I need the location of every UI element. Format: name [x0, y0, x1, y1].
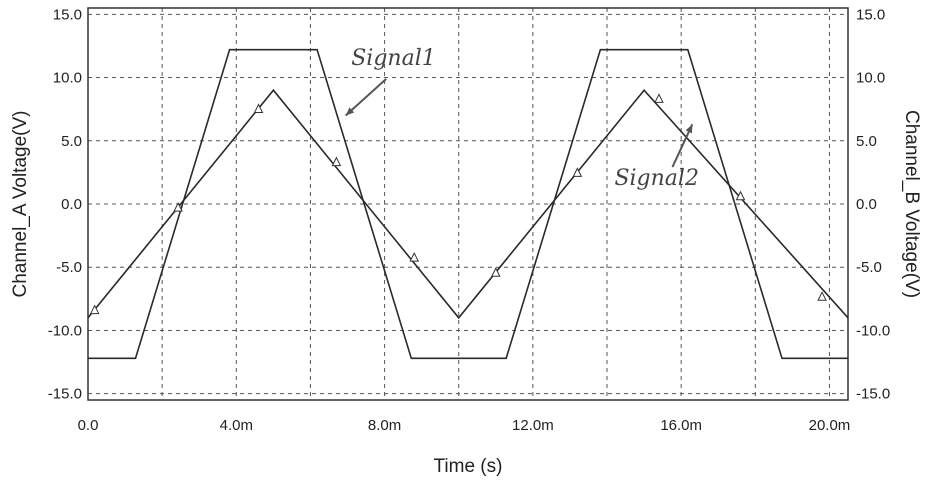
y-axis-title-right: Channel_B Voltage(V) — [901, 110, 922, 298]
y-tick-label-right: 0.0 — [856, 196, 877, 213]
y-tick-label-left: 10.0 — [53, 70, 82, 87]
x-tick-label: 12.0m — [512, 417, 554, 434]
signal-2-marker — [490, 267, 501, 277]
signal-2-marker — [253, 103, 264, 114]
y-tick-label-right: 5.0 — [856, 133, 877, 150]
signal-2-marker — [89, 304, 100, 315]
x-axis-title: Time (s) — [434, 456, 503, 477]
y-tick-label-left: -5.0 — [56, 259, 82, 276]
signal-2-marker — [572, 167, 583, 177]
y-tick-label-right: -5.0 — [856, 259, 882, 276]
x-tick-label: 16.0m — [660, 417, 702, 434]
y-tick-label-left: -10.0 — [48, 322, 82, 339]
series-layer — [87, 48, 849, 360]
y-tick-label-right: 10.0 — [856, 70, 885, 87]
y-tick-label-left: 15.0 — [53, 6, 82, 23]
x-tick-label: 8.0m — [368, 417, 401, 434]
x-tick-label: 4.0m — [220, 417, 253, 434]
signal-2-marker — [817, 291, 827, 301]
signal-2-line — [87, 88, 849, 320]
signal-2-marker — [654, 93, 664, 103]
annotation-arrowhead — [685, 124, 693, 134]
annotation-arrow — [344, 78, 387, 117]
y-tick-label-left: -15.0 — [48, 386, 82, 403]
y-tick-label-right: 15.0 — [856, 6, 885, 23]
annotation-layer: Signal1 Signal2 — [344, 46, 699, 191]
marker-layer — [89, 93, 827, 315]
x-tick-label: 20.0m — [809, 417, 851, 434]
annotation-arrowhead — [345, 107, 355, 116]
x-tick-label: 0.0 — [78, 417, 99, 434]
plot-frame — [87, 7, 849, 401]
signal-2-annotation: Signal2 — [614, 166, 699, 191]
signal-1-line — [88, 48, 848, 360]
y-tick-label-right: -10.0 — [856, 322, 890, 339]
y-tick-label-left: 5.0 — [61, 133, 82, 150]
y-tick-label-left: 0.0 — [61, 196, 82, 213]
signal-2-marker — [409, 251, 420, 262]
signal-2-marker — [173, 202, 183, 212]
y-tick-label-right: -15.0 — [856, 386, 890, 403]
label-layer: 15.0 15.0 10.0 10.0 5.0 5.0 0.0 0.0 -5.0 -5.0 -10.… — [48, 6, 890, 434]
signal-1-annotation: Signal1 — [351, 46, 436, 71]
signal-2-marker — [735, 190, 746, 201]
signal-2-marker — [331, 156, 342, 167]
y-axis-title-left: Channel_A Voltage(V) — [10, 111, 31, 298]
grid-layer — [87, 8, 848, 400]
